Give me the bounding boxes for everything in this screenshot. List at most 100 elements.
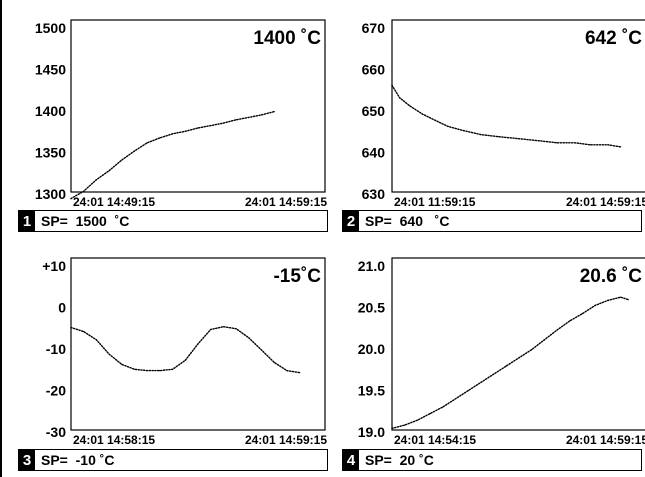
data-point <box>581 313 584 315</box>
data-point <box>184 130 186 132</box>
data-point <box>172 368 174 370</box>
y-tick-label: 19.0 <box>358 424 385 440</box>
x-tick-label-start: 24:01 14:54:15 <box>394 433 476 447</box>
channel-index-badge: 1 <box>19 211 35 231</box>
x-tick-label-start: 24:01 11:59:15 <box>394 195 476 209</box>
data-point <box>538 140 540 142</box>
plot-frame <box>391 257 645 431</box>
data-point <box>391 427 393 429</box>
data-point <box>70 198 72 200</box>
data-point <box>556 329 558 331</box>
data-point <box>146 370 148 372</box>
data-point <box>210 328 212 331</box>
data-point <box>95 339 97 341</box>
data-point <box>462 129 464 132</box>
left-border <box>0 0 2 477</box>
data-point <box>210 125 212 127</box>
data-point <box>505 365 507 367</box>
data-point <box>146 142 148 144</box>
trend-panel-3: +10 0 -10 -20 -30 24:01 14:58:15 24:01 14:59:1… <box>8 252 328 452</box>
plot-frame <box>391 19 645 193</box>
y-tick-label: 20.0 <box>358 341 385 357</box>
data-point <box>121 363 123 365</box>
data-point <box>409 105 411 107</box>
y-tick-label: 21.0 <box>358 258 385 274</box>
data-point <box>480 134 482 136</box>
y-tick-label: 630 <box>362 186 386 202</box>
data-point <box>108 170 110 172</box>
data-point <box>518 138 520 140</box>
data-point <box>594 304 596 306</box>
data-point <box>286 370 288 372</box>
y-tick-label: -20 <box>46 383 66 399</box>
plot-frame <box>70 19 326 193</box>
data-point <box>498 136 500 138</box>
data-point <box>133 150 136 152</box>
data-point <box>172 133 174 135</box>
data-point <box>391 84 393 86</box>
series-line <box>391 296 629 430</box>
setpoint-bar-4[interactable]: 4 SP= 20 ˚C <box>342 449 642 471</box>
data-point <box>620 296 622 298</box>
data-point <box>607 144 609 146</box>
x-tick-label-start: 24:01 14:49:15 <box>73 195 155 209</box>
x-tick-label-end: 24:01 14:59:15 <box>245 195 327 209</box>
data-point <box>248 116 250 118</box>
data-point <box>416 419 418 421</box>
setpoint-label: SP= <box>365 452 392 468</box>
x-tick-label-start: 24:01 14:58:15 <box>73 433 155 447</box>
setpoint-label: SP= <box>365 213 392 229</box>
y-tick-label: 650 <box>362 103 386 119</box>
y-tick-label: 660 <box>362 62 386 78</box>
data-point <box>197 343 199 345</box>
data-point <box>222 326 224 328</box>
data-point <box>480 381 482 383</box>
y-tick-label: 1400 <box>35 103 66 119</box>
y-tick-label: 1350 <box>35 145 66 161</box>
data-point <box>518 357 520 359</box>
setpoint-value: 640 ˚C <box>391 213 450 229</box>
setpoint-bar-1[interactable]: 1 SP= 1500 ˚C <box>18 210 328 232</box>
data-point <box>95 179 97 181</box>
y-tick-label: 0 <box>58 300 66 316</box>
data-point <box>556 142 558 144</box>
channel-index-badge: 2 <box>343 211 359 231</box>
series-line <box>391 84 622 148</box>
data-point <box>467 390 469 392</box>
x-tick-label-end: 24:01 14:59:15 <box>566 433 645 447</box>
y-tick-label: -30 <box>46 424 66 440</box>
data-point <box>447 125 449 127</box>
data-point <box>133 368 136 370</box>
channel-index-badge: 4 <box>343 450 359 470</box>
data-point <box>273 361 275 363</box>
data-point <box>421 113 424 115</box>
data-point <box>442 406 444 408</box>
data-point <box>235 328 237 330</box>
data-point <box>543 339 545 341</box>
x-tick-label-end: 24:01 14:59:15 <box>566 195 645 209</box>
setpoint-value: 1500 ˚C <box>67 213 130 229</box>
data-point <box>108 353 110 355</box>
trend-panel-1: 1500 1450 1400 1350 1300 24:01 14:49:15 24:01 … <box>8 14 328 214</box>
data-point <box>222 122 224 124</box>
y-tick-label: 640 <box>362 145 386 161</box>
y-tick-label: 1450 <box>35 62 66 78</box>
setpoint-label: SP= <box>41 452 68 468</box>
data-point <box>70 326 72 329</box>
setpoint-label: SP= <box>41 213 68 229</box>
data-point <box>493 373 495 375</box>
data-point <box>159 370 161 372</box>
trend-chart-3: +10 0 -10 -20 -30 24:01 14:58:15 24:01 14:59:1… <box>42 257 327 447</box>
data-point <box>235 119 237 121</box>
data-point <box>589 144 591 146</box>
setpoint-bar-3[interactable]: 3 SP= -10 ˚C <box>18 449 328 471</box>
trend-chart-2: 670 660 650 640 630 24:01 11:59:15 24:01 14:59… <box>362 19 645 209</box>
setpoint-bar-2[interactable]: 2 SP= 640 ˚C <box>342 210 642 232</box>
data-point <box>184 359 186 361</box>
data-point <box>273 111 275 113</box>
data-point <box>607 299 609 301</box>
data-point <box>121 159 123 161</box>
data-point <box>197 127 199 129</box>
setpoint-value: 20 ˚C <box>391 452 434 468</box>
